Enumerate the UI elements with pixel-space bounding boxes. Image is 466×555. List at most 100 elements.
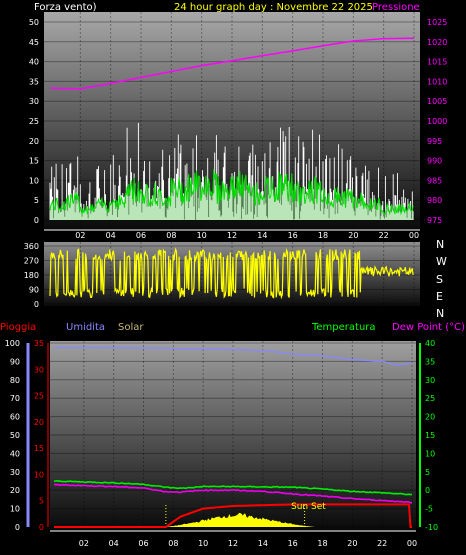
dewpoint-series <box>53 483 413 504</box>
temp-y-tick: 20 <box>425 413 435 422</box>
direction-y-tick: 0 <box>34 300 39 309</box>
bottom-x-tick: 22 <box>377 539 387 548</box>
humidity-y-tick: 40 <box>10 449 20 458</box>
rain-y-tick: 25 <box>34 392 44 401</box>
wind-y-tick: 15 <box>29 157 39 166</box>
wind-avg-series <box>49 169 414 216</box>
temp-y-tick: 30 <box>425 376 435 385</box>
wind-x-tick: 16 <box>288 231 298 240</box>
humidity-y-tick: 60 <box>10 413 20 422</box>
bottom-x-tick: 04 <box>109 539 119 548</box>
humidity-y-tick: 50 <box>10 431 20 440</box>
temp-y-tick: 15 <box>425 431 435 440</box>
wind-y-tick: 35 <box>29 77 39 86</box>
wind-y-tick: 40 <box>29 58 39 67</box>
bottom-x-tick: 08 <box>168 539 178 548</box>
pressure-y-tick: 980 <box>427 196 442 205</box>
direction-y-tick: 180 <box>24 271 39 280</box>
wind-x-tick: 02 <box>75 231 85 240</box>
chart-marks <box>49 37 415 528</box>
direction-y-tick: 90 <box>29 286 39 295</box>
temp-y-tick: 0 <box>425 486 430 495</box>
bottom-x-tick: 02 <box>79 539 89 548</box>
temp-y-tick: 5 <box>425 468 430 477</box>
temp-y-tick: -5 <box>425 505 433 514</box>
axis-labels: 0510152025303540455097598098599099510001… <box>5 18 448 548</box>
wind-y-tick: 25 <box>29 117 39 126</box>
pressure-y-tick: 1000 <box>427 117 447 126</box>
direction-y-tick: 270 <box>24 257 39 266</box>
direction-y-tick: 360 <box>24 242 39 251</box>
wind-x-tick: 06 <box>136 231 146 240</box>
rain-header: Pioggia <box>0 322 36 333</box>
compass-n-top: N <box>436 238 444 251</box>
wind-y-tick: 0 <box>34 216 39 225</box>
bottom-x-tick: 06 <box>138 539 148 548</box>
pressure-y-tick: 975 <box>427 216 442 225</box>
rain-y-tick: 35 <box>34 339 44 348</box>
wind-title: Forza vento) <box>34 2 97 13</box>
bottom-x-tick: 00 <box>407 539 417 548</box>
solar-series <box>165 512 315 527</box>
wind-x-tick: 08 <box>166 231 176 240</box>
chart-title: 24 hour graph day : Novembre 22 2025 <box>174 2 373 13</box>
bottom-x-tick: 18 <box>317 539 327 548</box>
wind-x-tick: 00 <box>409 231 419 240</box>
humidity-y-tick: 100 <box>5 339 20 348</box>
rain-y-tick: 15 <box>34 444 44 453</box>
humidity-y-tick: 90 <box>10 357 20 366</box>
wind-x-tick: 18 <box>318 231 328 240</box>
dewpoint-header: Dew Point (°C) <box>392 322 465 333</box>
compass-e: E <box>436 290 443 303</box>
temp-y-tick: 40 <box>425 339 435 348</box>
rain-series <box>54 503 412 528</box>
wind-y-tick: 45 <box>29 38 39 47</box>
temp-y-tick: -10 <box>425 523 438 532</box>
wind-y-tick: 5 <box>34 196 39 205</box>
wind-y-tick: 10 <box>29 176 39 185</box>
rain-y-tick: 0 <box>39 523 44 532</box>
pressure-y-tick: 1005 <box>427 97 447 106</box>
rain-y-tick: 20 <box>34 418 44 427</box>
bottom-x-tick: 14 <box>258 539 268 548</box>
wind-direction-series <box>49 247 414 300</box>
humidity-y-tick: 20 <box>10 486 20 495</box>
pressure-y-tick: 1015 <box>427 58 447 67</box>
temp-y-tick: 25 <box>425 394 435 403</box>
humidity-y-tick: 70 <box>10 394 20 403</box>
rain-y-tick: 10 <box>34 470 44 479</box>
wind-avg-area <box>50 169 414 220</box>
wind-x-tick: 20 <box>348 231 358 240</box>
rain-y-tick: 5 <box>39 497 44 506</box>
pressure-y-tick: 1010 <box>427 77 447 86</box>
humidity-y-tick: 0 <box>15 523 20 532</box>
temperature-series <box>53 479 413 496</box>
humidity-series <box>53 346 413 366</box>
pressure-y-tick: 1025 <box>427 18 447 27</box>
humidity-y-tick: 80 <box>10 376 20 385</box>
pressure-title: Pressione <box>372 2 420 13</box>
wind-x-tick: 10 <box>197 231 207 240</box>
compass-n-bottom: N <box>436 307 444 320</box>
temperature-header: Temperatura <box>311 322 376 333</box>
wind-x-tick: 22 <box>379 231 389 240</box>
pressure-y-tick: 990 <box>427 157 442 166</box>
temp-y-tick: 10 <box>425 449 435 458</box>
wind-y-tick: 50 <box>29 18 39 27</box>
wind-y-tick: 20 <box>29 137 39 146</box>
compass-w: W <box>436 255 447 268</box>
rain-y-tick: 30 <box>34 365 44 374</box>
wind-x-tick: 04 <box>106 231 116 240</box>
bottom-x-tick: 16 <box>288 539 298 548</box>
humidity-y-tick: 10 <box>10 505 20 514</box>
pressure-y-tick: 995 <box>427 137 442 146</box>
bottom-x-tick: 10 <box>198 539 208 548</box>
wind-x-tick: 14 <box>257 231 267 240</box>
pressure-y-tick: 985 <box>427 176 442 185</box>
compass-s: S <box>436 273 443 286</box>
pressure-y-tick: 1020 <box>427 38 447 47</box>
wind-x-tick: 12 <box>227 231 237 240</box>
wind-y-tick: 30 <box>29 97 39 106</box>
humidity-y-tick: 30 <box>10 468 20 477</box>
